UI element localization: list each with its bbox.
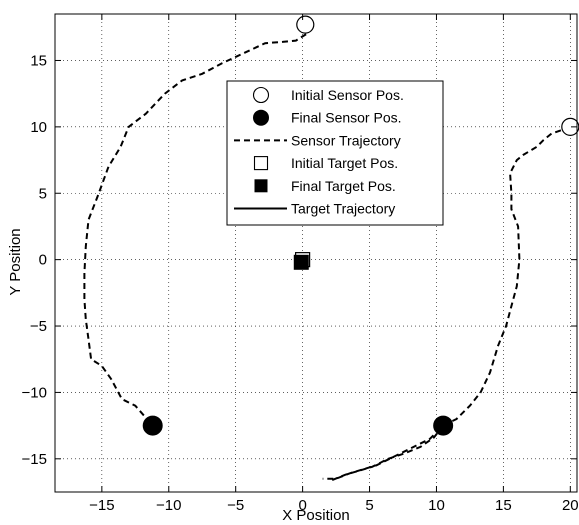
- x-tick-label: 0: [298, 497, 306, 514]
- ticks: −15 −10 −5 0 5 10 15 20 −15 −10 −5 0 5 10 15: [22, 14, 579, 514]
- final-sensor-marker: [142, 415, 163, 436]
- sensor-trajectory-line: [83, 24, 308, 427]
- legend-label: Initial Target Pos.: [291, 155, 398, 171]
- y-tick-label: −10: [22, 384, 47, 401]
- legend-label: Final Target Pos.: [291, 178, 396, 194]
- legend-label: Initial Sensor Pos.: [291, 87, 404, 103]
- legend-entry: Final Target Pos.: [254, 178, 396, 194]
- x-tick-label: 10: [428, 497, 445, 514]
- legend-open-square-icon: [253, 156, 269, 171]
- legend-entry: Target Trajectory: [234, 201, 395, 217]
- plot-frame: [54, 13, 578, 493]
- legend-open-circle-icon: [252, 86, 270, 104]
- legend-label: Final Sensor Pos.: [291, 110, 402, 126]
- legend-label: Target Trajectory: [291, 201, 395, 217]
- final-target-marker: [293, 254, 309, 270]
- final-sensor-marker: [433, 415, 454, 436]
- markers: [142, 15, 579, 436]
- x-tick-label: −15: [89, 497, 114, 514]
- y-tick-label: 0: [39, 252, 47, 269]
- y-tick-label: −15: [22, 451, 47, 468]
- sensor-trajectory-line: [331, 424, 444, 482]
- x-tick-label: 15: [495, 497, 512, 514]
- legend-entry: Final Sensor Pos.: [253, 109, 402, 126]
- x-tick-label: −5: [227, 497, 244, 514]
- y-tick-label: 10: [30, 119, 47, 136]
- legend: Initial Sensor Pos. Final Sensor Pos. Sens…: [226, 80, 444, 226]
- legend-entry: Sensor Trajectory: [234, 132, 401, 148]
- legend-filled-square-icon: [254, 179, 268, 193]
- x-tick-label: −10: [156, 497, 181, 514]
- y-tick-label: −5: [30, 318, 47, 335]
- y-tick-label: 5: [39, 185, 47, 202]
- y-tick-label: 15: [30, 52, 47, 69]
- legend-filled-circle-icon: [253, 109, 269, 126]
- initial-sensor-marker: [296, 15, 315, 34]
- legend-box: [226, 80, 444, 226]
- legend-label: Sensor Trajectory: [291, 132, 401, 148]
- x-tick-label: 20: [562, 497, 579, 514]
- legend-entry: Initial Target Pos.: [253, 155, 398, 171]
- x-axis-label: X Position: [282, 507, 350, 524]
- legend-entry: Initial Sensor Pos.: [252, 86, 404, 104]
- y-axis-label: Y Position: [7, 228, 24, 295]
- x-tick-label: 5: [365, 497, 373, 514]
